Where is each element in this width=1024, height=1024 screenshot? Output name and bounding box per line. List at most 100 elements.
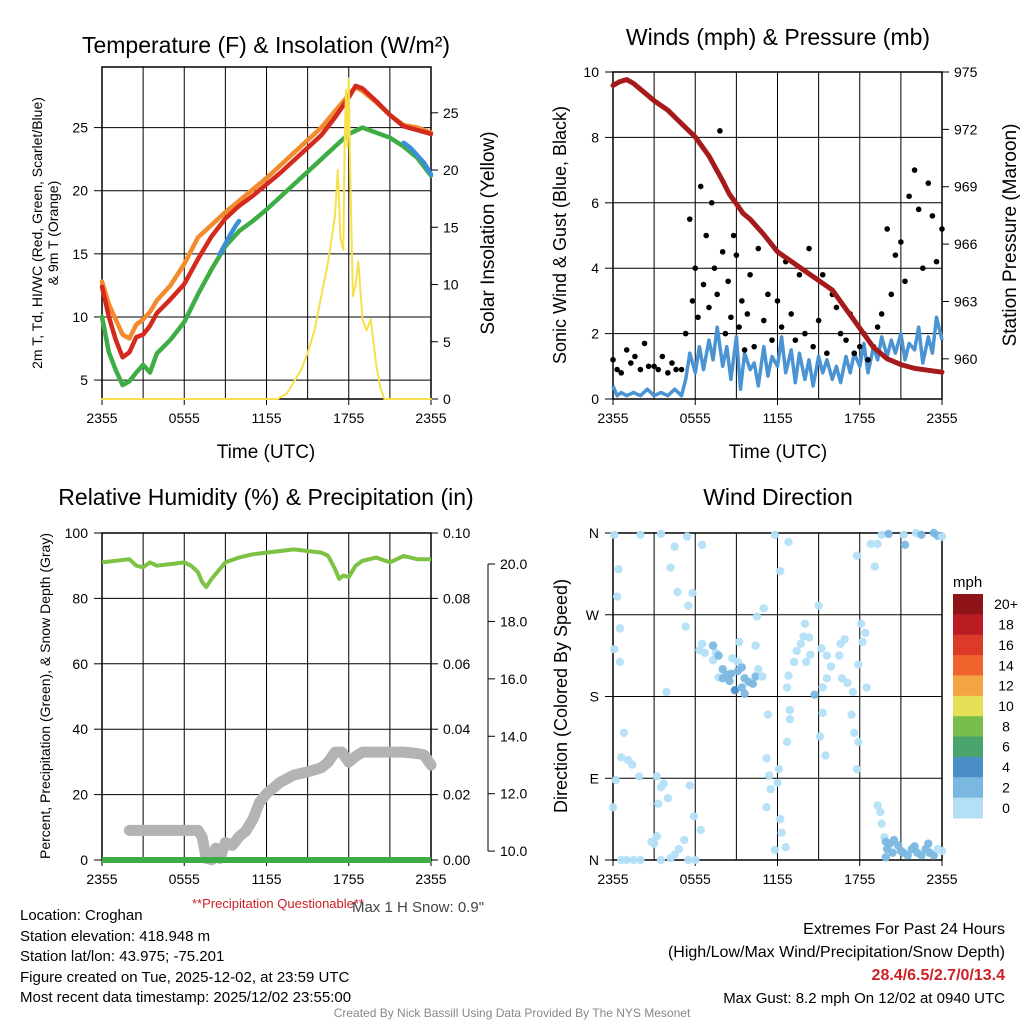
- chart-title-humidity: Relative Humidity (%) & Precipitation (i…: [58, 484, 473, 510]
- plot-area-3: N E S W N 2355 0555 1155 1755 2355 20+ 18 16 14 12 10 8 6…: [586, 525, 1018, 887]
- legend-label: 10: [998, 698, 1014, 714]
- gust-point: [728, 314, 734, 321]
- legend-label: 8: [1002, 718, 1010, 734]
- wind-direction-point: [681, 622, 690, 631]
- x-tick-label: 1755: [333, 410, 364, 426]
- wind-direction-point: [684, 601, 693, 610]
- wind-direction-point: [697, 639, 707, 649]
- gust-point: [920, 265, 926, 272]
- chart-title-wind-direction: Wind Direction: [703, 484, 853, 510]
- x-tick-label: 2355: [86, 410, 117, 426]
- station-elevation: Station elevation: 418.948 m: [20, 927, 211, 945]
- gust-point: [751, 343, 757, 350]
- wind-direction-point: [910, 842, 919, 851]
- y-axis-label-temperature: 2m T, Td, HI/WC (Red, Green, Scarlet/Blu…: [29, 97, 45, 369]
- wind-direction-point: [789, 657, 799, 667]
- x-tick-label: 1755: [844, 410, 875, 426]
- wind-direction-point: [903, 851, 912, 860]
- x-tick-label: 0555: [680, 871, 711, 887]
- wind-direction-point: [614, 565, 623, 574]
- precip-tick-label: 0.00: [443, 852, 470, 868]
- gust-point: [851, 350, 858, 357]
- gust-point: [769, 337, 775, 343]
- wind-direction-point: [796, 639, 806, 649]
- gust-point: [692, 265, 699, 272]
- wind-direction-point: [697, 540, 707, 550]
- wind-direction-point: [629, 855, 638, 865]
- gust-point: [815, 317, 822, 324]
- wind-direction-point: [666, 563, 675, 572]
- x-tick-label: 1755: [844, 871, 875, 887]
- legend-label: 18: [998, 617, 1014, 633]
- x-tick-label: 0555: [169, 410, 200, 426]
- wind-direction-point: [700, 648, 710, 658]
- wind-direction-point: [900, 540, 910, 550]
- wind-direction-point: [806, 650, 815, 659]
- gust-point: [695, 314, 701, 321]
- wind-direction-point: [802, 657, 811, 667]
- gust-point: [933, 258, 940, 265]
- snow-depth-line: [123, 746, 437, 866]
- wind-direction-point: [763, 710, 773, 719]
- legend-label: 16: [998, 637, 1014, 653]
- wind-direction-point: [752, 612, 762, 621]
- x-tick-label: 1155: [251, 871, 281, 887]
- x-tick-label: 2355: [415, 410, 446, 426]
- wind-direction-point: [776, 814, 785, 824]
- wind-direction-point: [877, 819, 886, 828]
- credit: Created By Nick Bassill Using Data Provi…: [333, 1006, 691, 1020]
- wind-direction-point: [822, 674, 832, 683]
- wind-direction-point: [870, 562, 880, 571]
- gust-point: [645, 363, 652, 370]
- station-latlon: Station lat/lon: 43.975; -75.201: [20, 948, 225, 965]
- gust-point: [806, 245, 812, 252]
- y2-tick-label: 20: [443, 162, 459, 178]
- gust-point: [755, 245, 762, 252]
- gust-point: [824, 350, 830, 357]
- snow-tick-label: 20.0: [500, 556, 527, 572]
- gust-point: [878, 311, 885, 317]
- wind-direction-point: [877, 530, 886, 540]
- wind-direction-point: [866, 539, 875, 549]
- plot-area-1: 0 2 4 6 8 10 2355 0555 1155 1755 2355 960 963 966 969 9…: [583, 64, 977, 426]
- wind-direction-point: [929, 851, 938, 860]
- wind-direction-point: [917, 530, 926, 540]
- wind-direction-point: [817, 644, 826, 653]
- gust-point: [651, 363, 657, 370]
- y-axis-label-wind: Sonic Wind & Gust (Blue, Black): [550, 106, 570, 364]
- extremes-values: 28.4/6.5/2.7/0/13.4: [871, 967, 1005, 984]
- wind-direction-point: [781, 843, 790, 852]
- gust-point: [610, 356, 616, 363]
- gust-point: [697, 183, 704, 190]
- wind-direction-point: [818, 683, 827, 692]
- gust-point: [725, 278, 731, 285]
- wind-direction-point: [818, 708, 827, 718]
- gust-point: [747, 271, 753, 278]
- wind-direction-point: [734, 637, 744, 647]
- wind-direction-point: [688, 588, 697, 598]
- wind-direction-point: [649, 839, 659, 848]
- gust-point: [736, 324, 742, 330]
- wind-direction-point: [610, 645, 619, 654]
- y-tick-label: 20: [72, 183, 88, 199]
- wind-direction-point: [924, 839, 933, 848]
- gust-point: [637, 366, 644, 373]
- wind-direction-point: [714, 651, 723, 660]
- snow-tick-label: 16.0: [500, 671, 527, 687]
- y-axis-label-humidity: Percent, Precipitation (Green), & Snow D…: [37, 533, 53, 859]
- wind-direction-point: [670, 542, 679, 551]
- gust-point: [802, 330, 808, 337]
- wind-direction-point: [622, 855, 631, 865]
- wind-direction-point: [826, 662, 836, 671]
- wind-direction-point: [777, 828, 786, 837]
- wind-direction-point: [689, 812, 699, 821]
- y2-axis-label-solar: Solar Insolation (Yellow): [478, 131, 499, 334]
- gust-point: [665, 370, 671, 376]
- wind-direction-point: [888, 848, 897, 857]
- wind-direction-point: [656, 529, 666, 539]
- gust-point: [774, 298, 781, 304]
- gust-point: [884, 226, 890, 232]
- gust-point: [655, 366, 662, 373]
- gust-point: [722, 330, 729, 337]
- snow-tick-label: 14.0: [500, 728, 527, 744]
